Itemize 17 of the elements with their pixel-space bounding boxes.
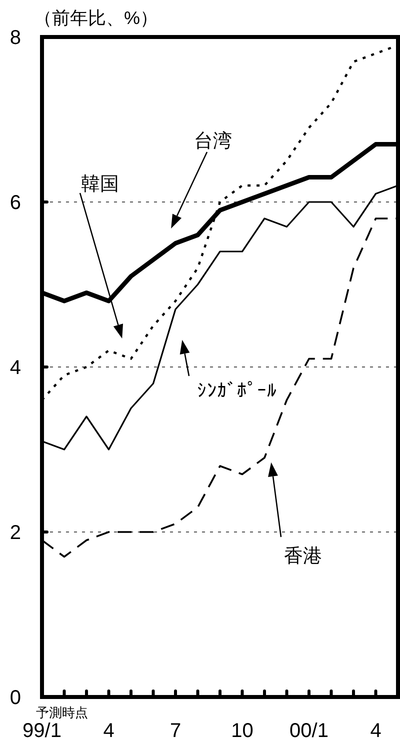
x-tick-label: 4 (370, 720, 382, 742)
y-tick-label: 6 (10, 192, 21, 214)
y-tick-label: 8 (10, 27, 21, 49)
x-tick-label: 99/1 (22, 720, 62, 742)
y-tick-label: 4 (10, 357, 21, 379)
x-tick-label: 00/1 (290, 720, 328, 742)
x-tick-label: 7 (170, 720, 182, 742)
annotation: ｼﾝｶﾞﾎﾟｰﾙ (197, 381, 277, 402)
annotation: 韓国 (81, 174, 119, 195)
y-tick-label: 0 (10, 687, 21, 709)
x-tick-label: 4 (103, 720, 114, 742)
y-axis-title: （前年比、%） (34, 8, 158, 28)
x-axis-title: 予測時点 (36, 705, 88, 720)
x-tick-label: 10 (231, 720, 254, 742)
y-tick-label: 2 (10, 522, 21, 544)
annotation: 台湾 (194, 130, 232, 152)
annotation: 香港 (284, 546, 322, 567)
